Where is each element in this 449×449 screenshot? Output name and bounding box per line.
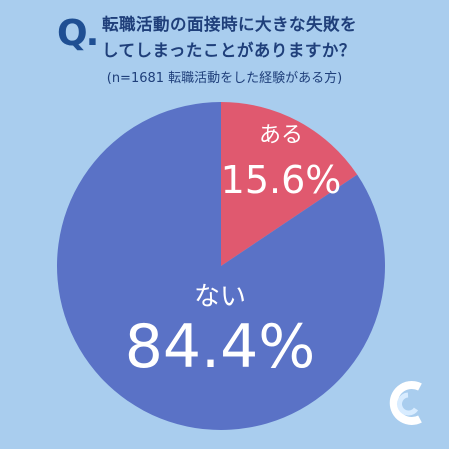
slice-label-1: ない	[194, 282, 246, 312]
sample-note: (n=1681 転職活動をした経験がある方)	[106, 71, 343, 86]
pie-slice-0	[221, 102, 358, 266]
brand-c-logo-icon	[389, 381, 422, 425]
slice-value-0: 15.6%	[221, 158, 342, 202]
slice-label-0: ある	[259, 123, 303, 148]
question-title: 転職活動の面接時に大きな失敗を してしまったことがありますか？	[102, 12, 432, 64]
question-line-2: してしまったことがありますか？	[102, 41, 356, 60]
question-line-1: 転職活動の面接時に大きな失敗を	[102, 15, 357, 34]
pie-slice-1	[56, 102, 385, 430]
q-mark: Q.	[57, 13, 99, 54]
slice-value-1: 84.4%	[125, 312, 316, 382]
